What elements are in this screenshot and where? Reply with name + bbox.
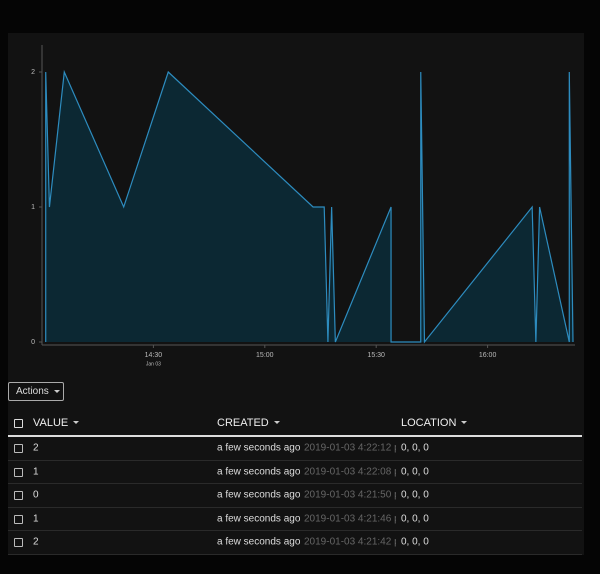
row-checkbox[interactable]: [14, 538, 23, 547]
location-cell: 0, 0, 0: [401, 466, 429, 477]
table-row[interactable]: 0 a few seconds ago 2019-01-03 4:21:50 p 0,…: [8, 484, 582, 508]
value-cell: 2: [33, 443, 39, 454]
button-label: Actions: [16, 386, 49, 397]
x-tick-label: 14:30: [145, 352, 163, 359]
table-row[interactable]: 2 a few seconds ago 2019-01-03 4:22:12 p 0,…: [8, 437, 582, 461]
location-cell: 0, 0, 0: [401, 490, 429, 501]
chart: 0 1 2 14:30 Jan 03 15:00 15:30 16:00: [0, 0, 600, 380]
table-row[interactable]: 1 a few seconds ago 2019-01-03 4:21:46 p 0,…: [8, 508, 582, 532]
column-header[interactable]: VALUE: [33, 417, 79, 429]
timestamp-cell: 2019-01-03 4:22:12 p: [304, 443, 396, 454]
created-cell: a few seconds ago: [217, 537, 300, 548]
location-cell: 0, 0, 0: [401, 513, 429, 524]
created-cell: a few seconds ago: [217, 443, 300, 454]
column-header[interactable]: CREATED: [217, 417, 280, 429]
actions-button[interactable]: Actions: [8, 382, 64, 401]
column-header[interactable]: LOCATION: [401, 417, 467, 429]
y-tick-label: 1: [31, 204, 35, 211]
table-header: VALUE CREATED LOCATION: [8, 410, 582, 437]
table-row[interactable]: 1 a few seconds ago 2019-01-03 4:22:08 p 0,…: [8, 461, 582, 485]
location-cell: 0, 0, 0: [401, 537, 429, 548]
y-tick-label: 2: [31, 69, 35, 76]
row-checkbox[interactable]: [14, 444, 23, 453]
select-all-checkbox[interactable]: [14, 419, 23, 428]
row-checkbox[interactable]: [14, 515, 23, 524]
created-cell: a few seconds ago: [217, 490, 300, 501]
timestamp-cell: 2019-01-03 4:21:46 p: [304, 513, 396, 524]
created-cell: a few seconds ago: [217, 513, 300, 524]
table-row[interactable]: 2 a few seconds ago 2019-01-03 4:21:42 p 0,…: [8, 531, 582, 555]
area: [46, 72, 573, 342]
x-tick-label: 15:30: [367, 352, 385, 359]
row-checkbox[interactable]: [14, 468, 23, 477]
value-cell: 1: [33, 513, 39, 524]
x-tick-label: 16:00: [479, 352, 497, 359]
created-cell: a few seconds ago: [217, 466, 300, 477]
table: VALUE CREATED LOCATION 2 a few seconds ag…: [8, 410, 582, 555]
value-cell: 1: [33, 466, 39, 477]
y-tick-label: 0: [31, 339, 35, 346]
x-tick-label: 15:00: [256, 352, 274, 359]
x-tick-date: Jan 03: [146, 361, 161, 367]
value-cell: 2: [33, 537, 39, 548]
timestamp-cell: 2019-01-03 4:21:42 p: [304, 537, 396, 548]
location-cell: 0, 0, 0: [401, 443, 429, 454]
value-cell: 0: [33, 490, 39, 501]
row-checkbox[interactable]: [14, 491, 23, 500]
timestamp-cell: 2019-01-03 4:22:08 p: [304, 466, 396, 477]
timestamp-cell: 2019-01-03 4:21:50 p: [304, 490, 396, 501]
